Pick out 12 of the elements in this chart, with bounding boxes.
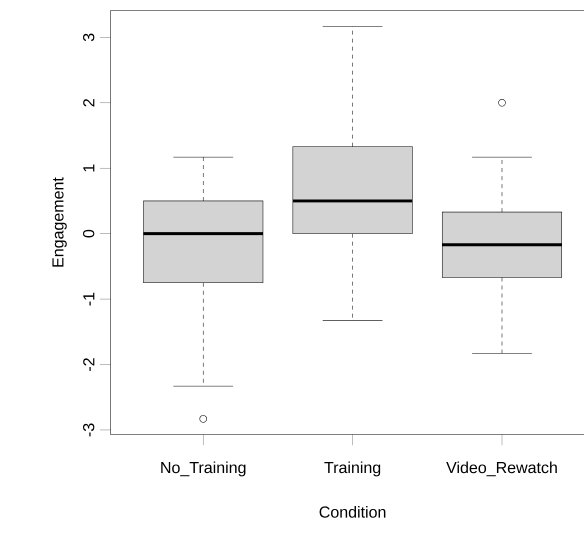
y-tick-label: -3 <box>83 424 94 436</box>
x-tick-label: Video_Rewatch <box>446 461 557 476</box>
x-tick-label: No_Training <box>161 461 246 476</box>
x-tick-label: Training <box>324 461 380 476</box>
y-tick-label: -1 <box>83 292 94 306</box>
x-axis-title: Condition <box>320 506 386 518</box>
y-tick-label: 2 <box>83 99 94 106</box>
y-tick-label: 0 <box>83 230 94 238</box>
y-tick-label: -2 <box>83 358 94 371</box>
y-axis-title: Engagement <box>52 177 67 267</box>
y-tick-label: 3 <box>83 34 94 42</box>
y-tick-label: 1 <box>83 164 94 172</box>
